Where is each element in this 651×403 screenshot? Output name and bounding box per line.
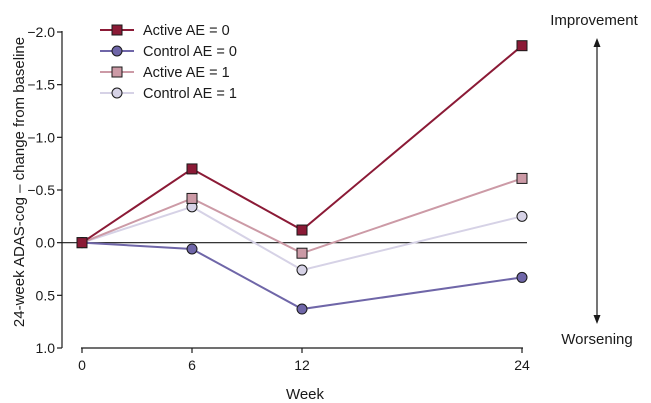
legend-item: Control AE = 1: [100, 86, 237, 102]
x-tick-label: 24: [514, 357, 530, 373]
y-tick-label: 1.0: [36, 340, 56, 356]
y-tick-label: −0.5: [27, 182, 55, 198]
legend-label: Active AE = 0: [143, 23, 230, 39]
legend-marker: [111, 87, 123, 99]
legend-label: Active AE = 1: [143, 65, 230, 81]
y-tick-label: −1.0: [27, 129, 55, 145]
series-line: [81, 44, 523, 244]
legend-marker: [111, 45, 123, 57]
legend-item: Active AE = 0: [100, 23, 230, 39]
series-control-ae-1: [76, 201, 528, 276]
arrow-down-icon: [593, 315, 601, 324]
data-point: [186, 192, 198, 204]
direction-arrow: [593, 38, 601, 324]
data-point: [296, 264, 308, 276]
y-tick-label: 0.5: [36, 287, 56, 303]
data-point: [76, 237, 88, 249]
legend-marker: [111, 66, 123, 78]
legend-marker: [111, 24, 123, 36]
improvement-label: Improvement: [550, 12, 638, 29]
data-point: [296, 247, 308, 259]
worsening-label: Worsening: [561, 331, 632, 348]
y-tick-label: 0.0: [36, 235, 56, 251]
series-active-ae-0: [76, 40, 528, 249]
x-tick-label: 0: [78, 357, 86, 373]
data-point: [516, 271, 528, 283]
data-point: [296, 303, 308, 315]
data-point: [296, 224, 308, 236]
arrow-up-icon: [593, 38, 601, 47]
data-point: [516, 172, 528, 184]
series-line: [81, 177, 523, 255]
y-tick-label: −2.0: [27, 24, 55, 40]
legend-item: Control AE = 0: [100, 44, 237, 60]
series-line: [81, 241, 523, 311]
data-point: [516, 210, 528, 222]
data-point: [186, 243, 198, 255]
data-point: [516, 40, 528, 52]
legend-item: Active AE = 1: [100, 65, 230, 81]
legend-label: Control AE = 0: [143, 44, 237, 60]
data-point: [186, 163, 198, 175]
legend-label: Control AE = 1: [143, 86, 237, 102]
y-axis-title: 24-week ADAS-cog – change from baseline: [11, 37, 28, 327]
x-tick-label: 12: [294, 357, 310, 373]
x-axis-title: Week: [286, 386, 325, 403]
x-tick-label: 6: [188, 357, 196, 373]
series-line: [81, 205, 523, 272]
y-tick-label: −1.5: [27, 77, 55, 93]
